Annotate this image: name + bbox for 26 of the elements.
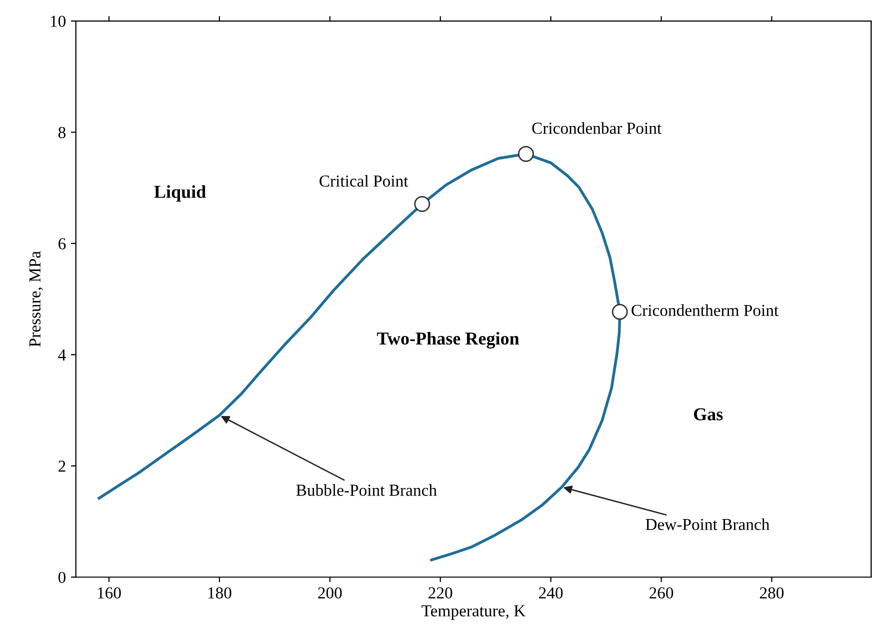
annotation: Dew-Point Branch — [646, 518, 770, 530]
y-tick-label: 10 — [50, 16, 66, 27]
x-tick-label: 280 — [760, 587, 784, 599]
annotation: Bubble-Point Branch — [296, 484, 437, 496]
point — [414, 196, 430, 212]
x-tick-label: 160 — [98, 587, 121, 599]
x-tick-label: 240 — [539, 587, 563, 599]
x-tick-label: 260 — [650, 587, 674, 599]
y-tick-label: 8 — [58, 126, 66, 138]
y-tick-label: 4 — [58, 349, 66, 360]
x-tick-label: 220 — [428, 587, 452, 599]
y-tick-label: 2 — [58, 460, 66, 472]
annotation: Gas — [694, 408, 723, 420]
x-tick-label: 200 — [318, 587, 342, 599]
annotation: Cricondenbar Point — [532, 122, 662, 134]
annotation: Two-Phase Region — [377, 332, 520, 348]
y-tick-label: 0 — [58, 572, 66, 584]
annotation: Critical Point — [320, 174, 408, 187]
point — [518, 146, 534, 162]
annotation: Liquid — [154, 185, 206, 202]
y-tick-label: 6 — [58, 238, 66, 250]
annotation: Cricondentherm Point — [632, 304, 779, 316]
x-tick-label: 180 — [208, 587, 232, 599]
x-axis-title: Temperature, K — [422, 605, 526, 620]
y-axis-title: Pressure, MPa — [29, 251, 43, 347]
point — [612, 304, 628, 320]
